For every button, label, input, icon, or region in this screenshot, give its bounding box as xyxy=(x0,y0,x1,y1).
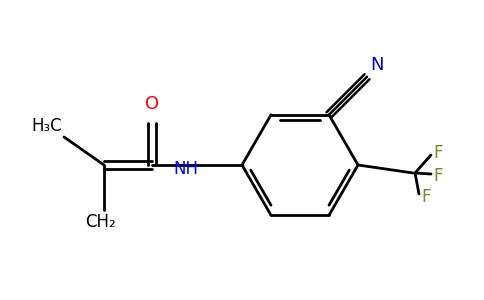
Text: NH: NH xyxy=(173,160,198,178)
Text: F: F xyxy=(421,188,430,206)
Text: O: O xyxy=(145,95,159,113)
Text: F: F xyxy=(433,144,442,162)
Text: CH₂: CH₂ xyxy=(85,213,115,231)
Text: N: N xyxy=(370,56,383,74)
Text: F: F xyxy=(433,167,442,185)
Text: H₃C: H₃C xyxy=(31,117,62,135)
